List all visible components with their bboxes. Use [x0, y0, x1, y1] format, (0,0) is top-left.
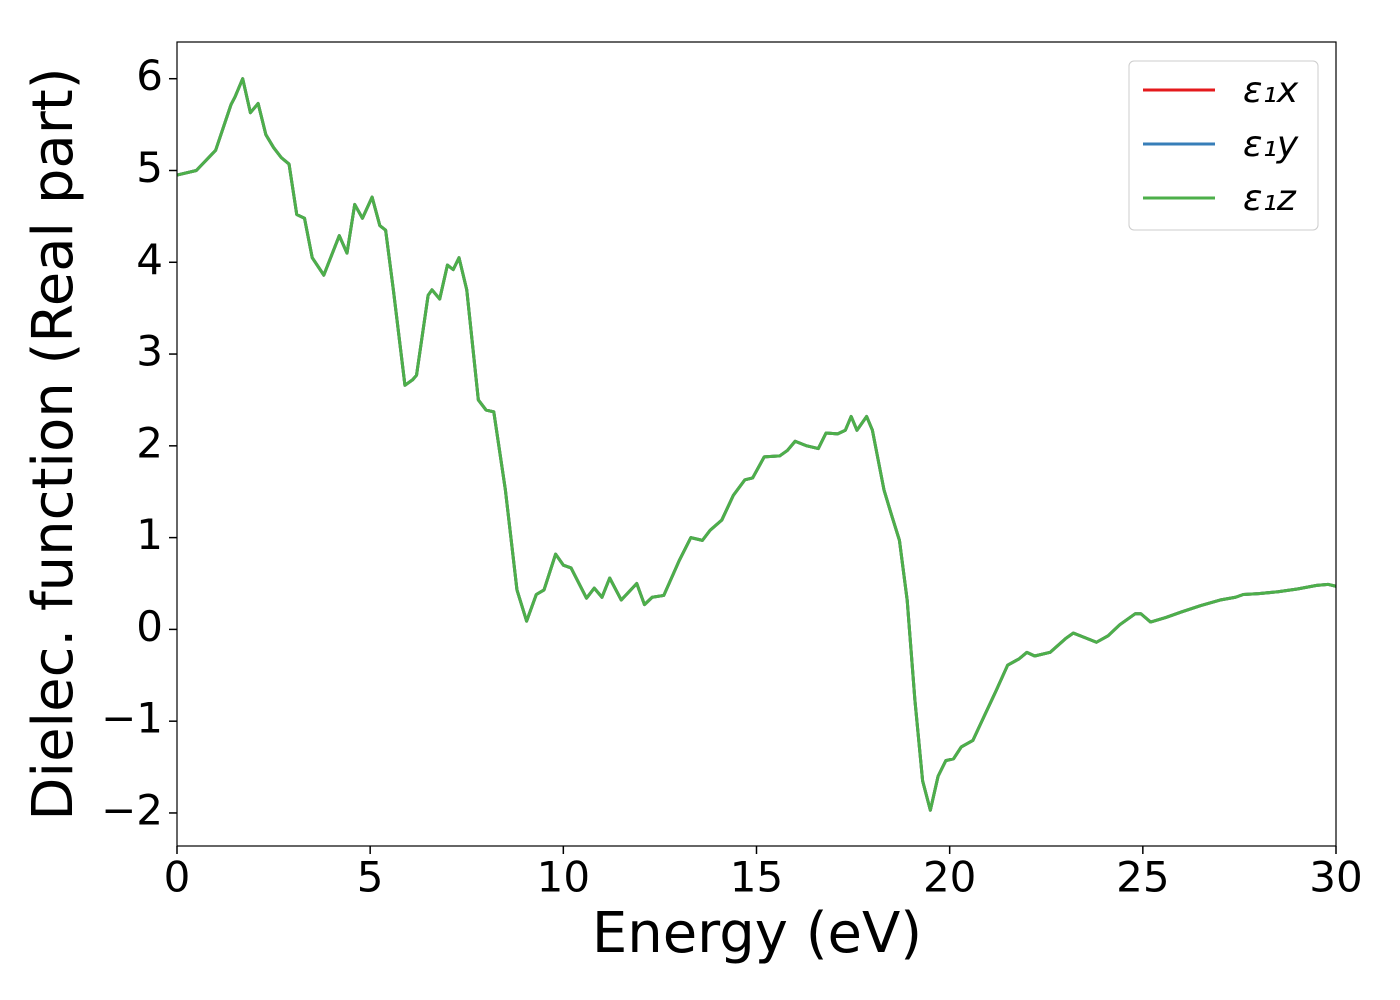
y-tick-label: 1 — [136, 510, 163, 559]
x-tick-label: 25 — [1116, 853, 1169, 902]
x-tick-label: 20 — [923, 853, 976, 902]
plot-frame — [176, 41, 1337, 847]
y-tick-label: 3 — [136, 327, 163, 376]
x-tick-label: 10 — [537, 853, 590, 902]
legend-label: ε₁z — [1243, 178, 1297, 219]
x-tick-label: 30 — [1309, 853, 1362, 902]
y-tick-label: 2 — [136, 418, 163, 467]
y-tick-label: −1 — [101, 694, 163, 743]
y-tick-label: 0 — [136, 602, 163, 651]
x-tick-label: 0 — [164, 853, 191, 902]
y-tick-label: −2 — [101, 785, 163, 834]
x-tick-label: 5 — [357, 853, 384, 902]
y-tick-label: 6 — [136, 51, 163, 100]
x-tick-label: 15 — [730, 853, 783, 902]
y-axis-label: Dielec. function (Real part) — [21, 67, 86, 820]
x-axis-label: Energy (eV) — [592, 901, 922, 966]
y-tick-label: 4 — [136, 235, 163, 284]
legend-label: ε₁x — [1243, 70, 1299, 111]
legend-box — [1128, 60, 1319, 231]
y-tick-label: 5 — [136, 143, 163, 192]
series-line — [176, 77, 1337, 812]
legend-label: ε₁y — [1243, 124, 1299, 165]
